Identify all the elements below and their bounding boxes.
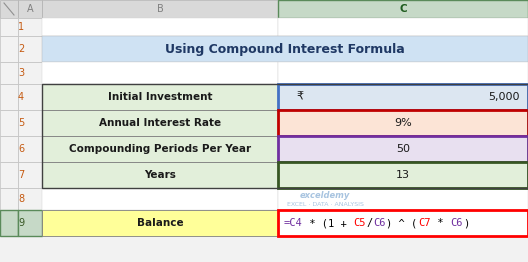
Bar: [18, 162, 42, 188]
Text: C5: C5: [354, 218, 366, 228]
Text: Balance: Balance: [137, 218, 183, 228]
Text: C7: C7: [418, 218, 431, 228]
Text: Using Compound Interest Formula: Using Compound Interest Formula: [165, 42, 405, 56]
Text: 5,000: 5,000: [488, 92, 520, 102]
Bar: [0, 84, 18, 110]
Text: 8: 8: [18, 194, 24, 204]
Bar: [42, 110, 278, 136]
Bar: [42, 84, 528, 188]
Bar: [42, 162, 278, 188]
Text: C: C: [399, 4, 407, 14]
Text: 9: 9: [18, 218, 24, 228]
Bar: [278, 84, 528, 110]
Text: 1: 1: [18, 22, 24, 32]
Text: ): ): [464, 218, 470, 228]
Bar: [0, 62, 18, 84]
Text: C6: C6: [450, 218, 463, 228]
Bar: [0, 18, 18, 36]
Text: * (1 +: * (1 +: [303, 218, 353, 228]
Bar: [0, 36, 18, 62]
Bar: [278, 0, 528, 18]
Bar: [18, 110, 42, 136]
Bar: [18, 136, 42, 162]
Bar: [278, 188, 528, 210]
Text: 2: 2: [18, 44, 24, 54]
Text: 13: 13: [396, 170, 410, 180]
Bar: [278, 136, 528, 162]
Text: EXCEL · DATA · ANALYSIS: EXCEL · DATA · ANALYSIS: [287, 201, 363, 206]
Text: Years: Years: [144, 170, 176, 180]
Bar: [18, 210, 42, 236]
Bar: [0, 162, 18, 188]
Text: 3: 3: [18, 68, 24, 78]
Bar: [42, 210, 278, 236]
Bar: [42, 62, 278, 84]
Bar: [42, 188, 278, 210]
Text: Compounding Periods Per Year: Compounding Periods Per Year: [69, 144, 251, 154]
Bar: [0, 210, 18, 236]
Bar: [278, 110, 528, 136]
Text: /: /: [367, 218, 373, 228]
Bar: [0, 0, 18, 18]
Text: B: B: [157, 4, 163, 14]
Text: 5: 5: [18, 118, 24, 128]
Text: ) ^ (: ) ^ (: [386, 218, 418, 228]
Text: Annual Interest Rate: Annual Interest Rate: [99, 118, 221, 128]
Text: A: A: [27, 4, 33, 14]
Bar: [18, 0, 42, 18]
Bar: [18, 188, 42, 210]
Text: C6: C6: [373, 218, 386, 228]
Bar: [42, 84, 278, 110]
Bar: [278, 62, 528, 84]
Bar: [0, 110, 18, 136]
Text: exceldemy: exceldemy: [300, 192, 350, 200]
Bar: [42, 18, 278, 36]
Text: =C4: =C4: [284, 218, 303, 228]
Bar: [0, 188, 18, 210]
Text: Initial Investment: Initial Investment: [108, 92, 212, 102]
Bar: [42, 136, 278, 162]
Text: *: *: [431, 218, 450, 228]
Bar: [278, 210, 528, 236]
Text: 4: 4: [18, 92, 24, 102]
Bar: [0, 136, 18, 162]
Bar: [18, 36, 42, 62]
Text: 9%: 9%: [394, 118, 412, 128]
Bar: [278, 18, 528, 36]
Text: 50: 50: [396, 144, 410, 154]
Bar: [42, 0, 278, 18]
Bar: [18, 62, 42, 84]
Text: 7: 7: [18, 170, 24, 180]
Bar: [42, 36, 528, 62]
Bar: [18, 18, 42, 36]
Bar: [278, 162, 528, 188]
Bar: [18, 84, 42, 110]
Text: 6: 6: [18, 144, 24, 154]
Text: ₹: ₹: [296, 92, 303, 102]
